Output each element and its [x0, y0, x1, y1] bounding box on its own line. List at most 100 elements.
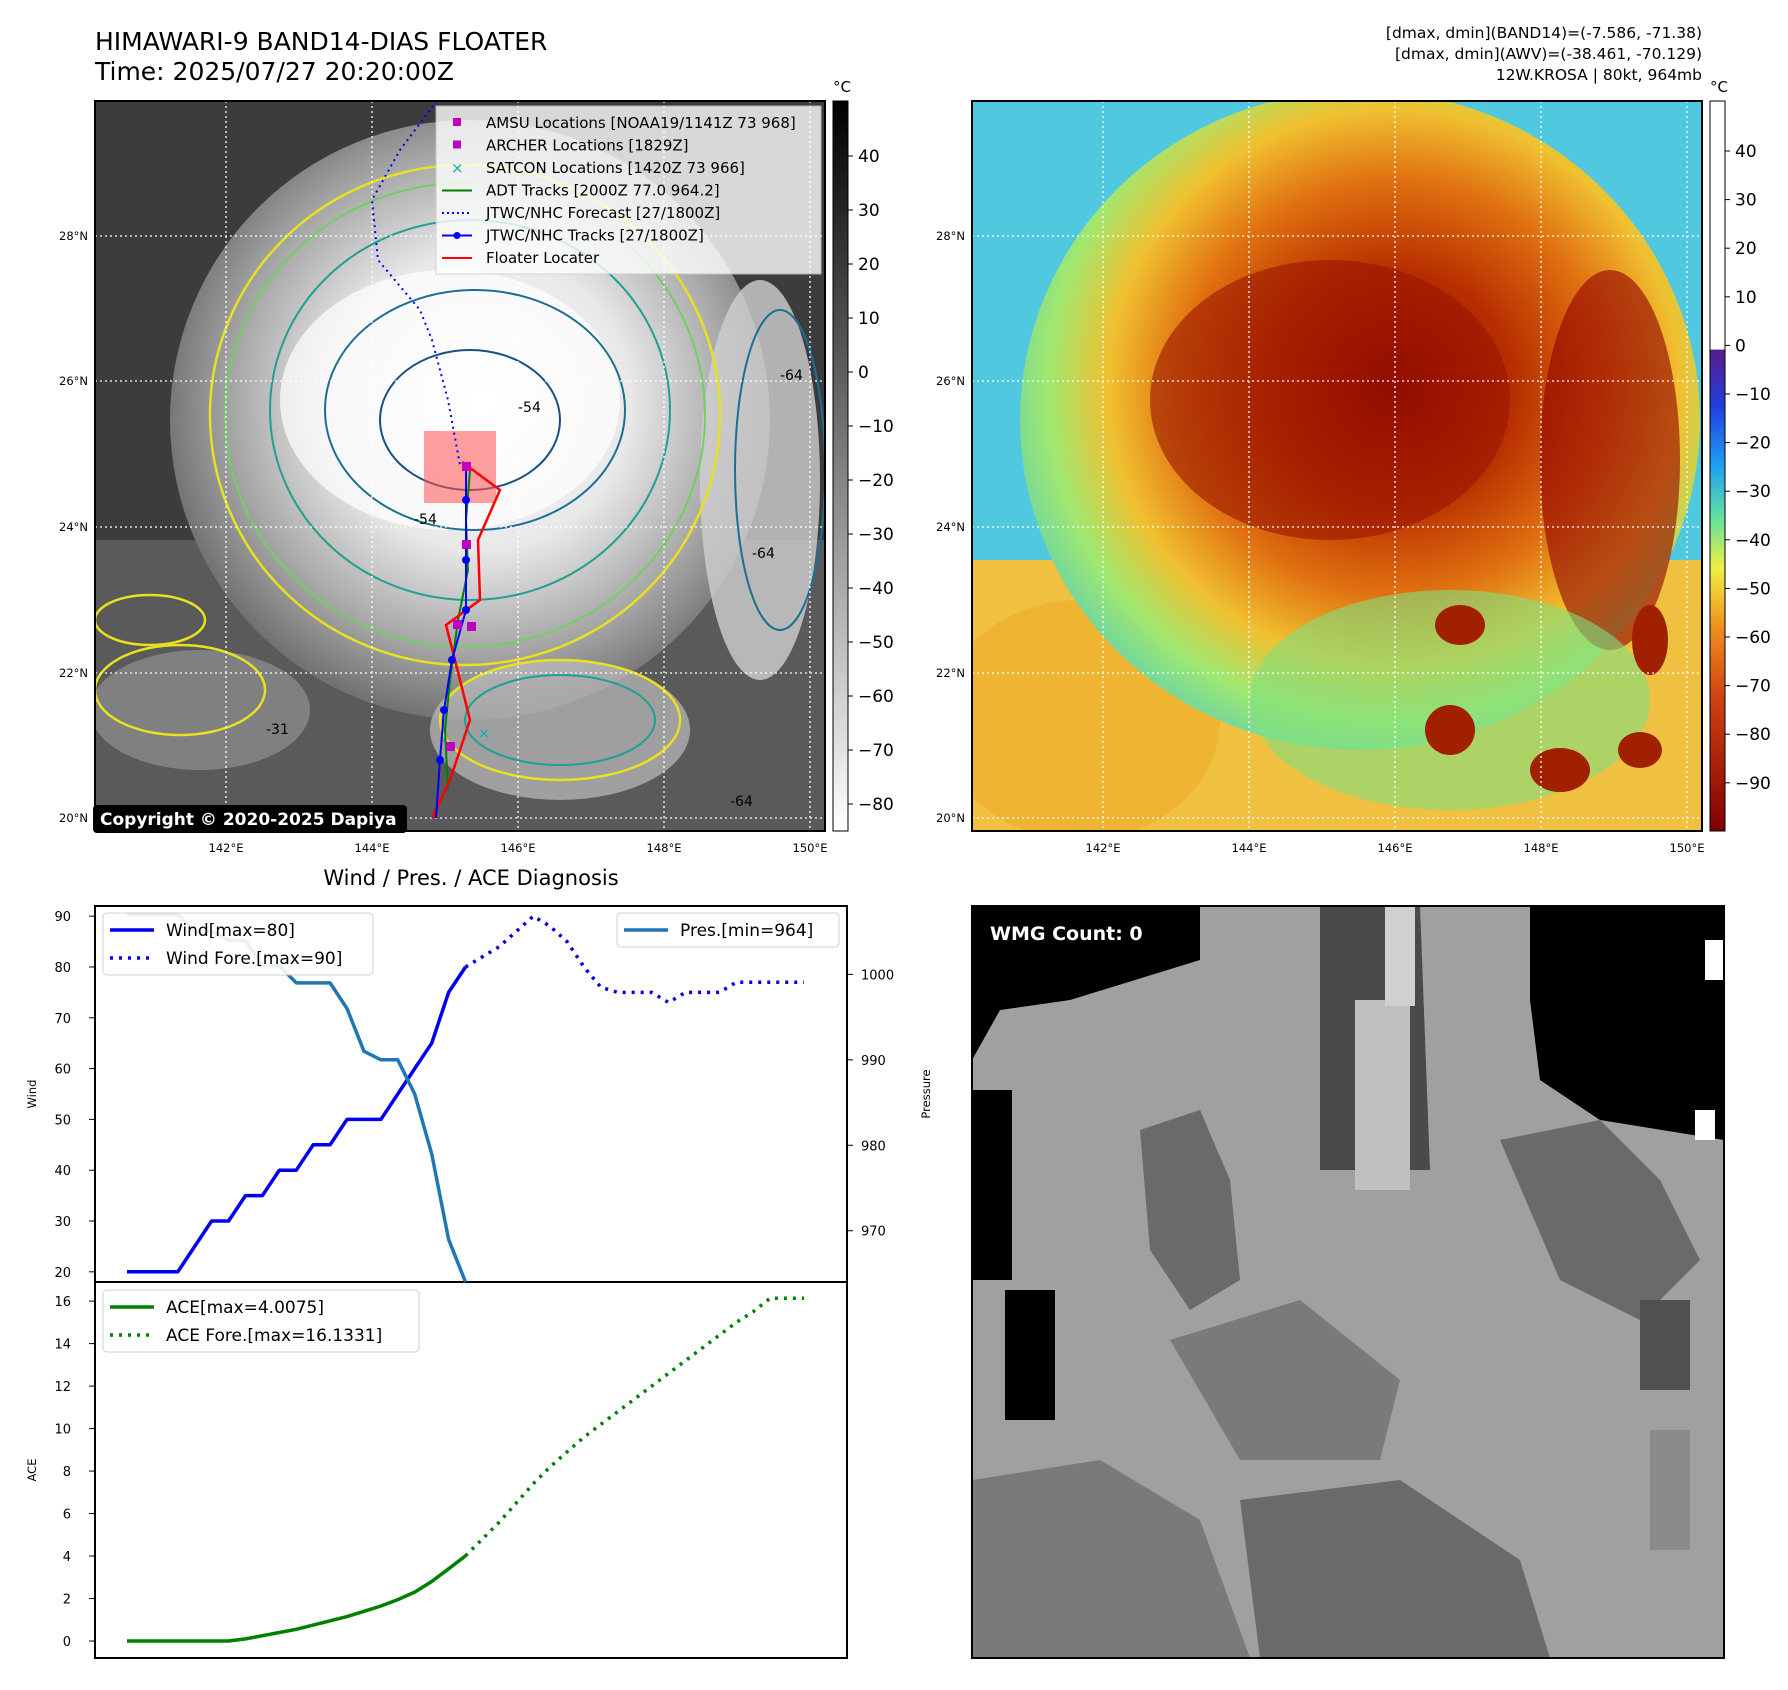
colorbar-tick: −20: [858, 471, 894, 491]
colorbar-tick: 40: [858, 147, 880, 167]
legend-item: Floater Locater: [442, 249, 600, 267]
contour-label: -31: [266, 722, 289, 738]
wind-ytick: 90: [54, 910, 71, 925]
colorbar-tick: 30: [858, 201, 880, 221]
ir-lon-labels: 142°E 144°E 146°E 148°E 150°E: [209, 841, 828, 855]
ace-legend: ACE[max=4.0075] ACE Fore.[max=16.1331]: [102, 1289, 420, 1353]
ace-ytick: 12: [54, 1380, 71, 1395]
pressure-legend: Pres.[min=964]: [616, 912, 840, 948]
legend-label: JTWC/NHC Tracks [27/1800Z]: [485, 227, 704, 245]
lon-label: 150°E: [793, 841, 828, 855]
map-legend: AMSU Locations [NOAA19/1141Z 73 968] ARCH…: [435, 105, 822, 275]
wmg-panel: WMG Count: 0: [971, 905, 1725, 1659]
pressure-ytick: 970: [861, 1225, 886, 1240]
wind-series-line: [127, 966, 467, 1274]
map-title: HIMAWARI-9 BAND14-DIAS FLOATER: [95, 27, 547, 56]
colorbar-tick: 30: [1735, 191, 1757, 211]
colorbar-tick: 0: [858, 363, 869, 383]
lon-label: 146°E: [501, 841, 536, 855]
colorbar-tick: 20: [1735, 239, 1757, 259]
colorbar-tick: −60: [858, 687, 894, 707]
legend-item: JTWC/NHC Tracks [27/1800Z]: [442, 227, 704, 245]
ace-series-line: [127, 1554, 467, 1643]
lat-label: 28°N: [936, 229, 965, 243]
ace-ylabel: ACE: [25, 1459, 39, 1482]
lat-label: 22°N: [936, 666, 965, 680]
legend-item: × SATCON Locations [1420Z 73 966]: [451, 159, 745, 177]
lat-label: 20°N: [59, 811, 88, 825]
lat-label: 22°N: [59, 666, 88, 680]
wv-colorbar: °C 40 30 20 10 0 −10 −20 −30 −40 −50 −60 −70 −80 −90: [1709, 78, 1771, 832]
ace-ytick: 0: [63, 1635, 71, 1650]
ir-lat-labels: 28°N 26°N 24°N 22°N 20°N: [59, 229, 88, 825]
diagnosis-panel: Wind / Pres. / ACE Diagnosis Wind Pressu…: [25, 866, 933, 1659]
colorbar-tick: −10: [1735, 385, 1771, 405]
lon-label: 148°E: [647, 841, 682, 855]
lon-label: 146°E: [1378, 841, 1413, 855]
wind-ytick: 30: [54, 1215, 71, 1230]
ace-ytick: 16: [54, 1295, 71, 1310]
wind-ytick: 20: [54, 1266, 71, 1281]
legend-ace-fore: ACE Fore.[max=16.1331]: [166, 1326, 382, 1346]
colorbar-tick: −70: [858, 741, 894, 761]
wmg-count: WMG Count: 0: [990, 923, 1143, 945]
legend-ace: ACE[max=4.0075]: [166, 1298, 324, 1318]
contour-label: -54: [518, 400, 541, 416]
wind-ytick: 80: [54, 961, 71, 976]
lat-label: 24°N: [936, 520, 965, 534]
ace-ytick: 8: [63, 1465, 71, 1480]
legend-item: ADT Tracks [2000Z 77.0 964.2]: [442, 182, 720, 200]
lat-label: 24°N: [59, 520, 88, 534]
colorbar-tick: −80: [858, 795, 894, 815]
ir-map: × -64 -54 -54 -64 -64 -31 AMSU Locations…: [59, 78, 894, 855]
legend-wind: Wind[max=80]: [166, 921, 295, 941]
colorbar-tick: −60: [1735, 628, 1771, 648]
colorbar-tick: 0: [1735, 336, 1746, 356]
colorbar-tick: 10: [1735, 288, 1757, 308]
lat-label: 28°N: [59, 229, 88, 243]
ace-ytick: 2: [63, 1593, 71, 1608]
colorbar-tick: −10: [858, 417, 894, 437]
lon-label: 148°E: [1524, 841, 1559, 855]
lat-label: 20°N: [936, 811, 965, 825]
lon-label: 142°E: [1086, 841, 1121, 855]
diag-title: Wind / Pres. / ACE Diagnosis: [323, 866, 618, 890]
info-storm: 12W.KROSA | 80kt, 964mb: [1496, 66, 1702, 84]
ace-ytick: 6: [63, 1508, 71, 1523]
legend-item: JTWC/NHC Forecast [27/1800Z]: [442, 204, 720, 222]
svg-text:×: ×: [478, 726, 490, 742]
legend-label: SATCON Locations [1420Z 73 966]: [486, 159, 745, 177]
colorbar-tick: 10: [858, 309, 880, 329]
colorbar-tick: −50: [858, 633, 894, 653]
square-marker-icon: [453, 118, 461, 126]
lat-label: 26°N: [936, 374, 965, 388]
colorbar-tick: −30: [1735, 482, 1771, 502]
ace-ytick: 4: [63, 1550, 71, 1565]
wv-lon-labels: 142°E 144°E 146°E 148°E 150°E: [1086, 841, 1705, 855]
legend-pressure: Pres.[min=964]: [680, 921, 813, 941]
colorbar-tick: −40: [1735, 531, 1771, 551]
lon-label: 142°E: [209, 841, 244, 855]
unit-label: °C: [1710, 78, 1728, 96]
wv-lat-labels: 28°N 26°N 24°N 22°N 20°N: [936, 229, 965, 825]
info-awv: [dmax, dmin](AWV)=(-38.461, -70.129): [1395, 45, 1702, 63]
ace-ytick: 14: [54, 1338, 71, 1353]
legend-label: ARCHER Locations [1829Z]: [486, 137, 689, 155]
lon-label: 144°E: [1232, 841, 1267, 855]
legend-label: ADT Tracks [2000Z 77.0 964.2]: [486, 182, 720, 200]
colorbar-tick: −90: [1735, 774, 1771, 794]
lat-label: 26°N: [59, 374, 88, 388]
colorbar-tick: −80: [1735, 725, 1771, 745]
legend-label: JTWC/NHC Forecast [27/1800Z]: [485, 204, 720, 222]
colorbar-tick: −30: [858, 525, 894, 545]
pressure-ytick: 980: [861, 1139, 886, 1154]
lon-label: 144°E: [355, 841, 390, 855]
contour-label: -64: [752, 546, 775, 562]
pressure-ytick: 990: [861, 1054, 886, 1069]
wind-ytick: 60: [54, 1063, 71, 1078]
square-marker-icon: [453, 140, 461, 149]
ace-ytick: 10: [54, 1423, 71, 1438]
wind-legend: Wind[max=80] Wind Fore.[max=90]: [102, 912, 374, 976]
legend-item: ARCHER Locations [1829Z]: [453, 137, 689, 155]
